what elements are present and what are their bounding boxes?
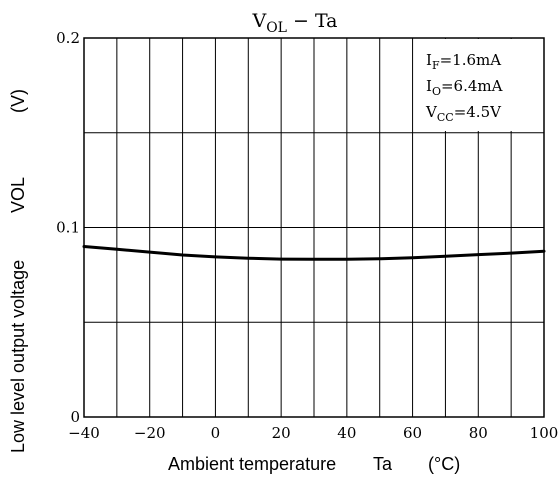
plot-frame: [83, 37, 545, 418]
x-axis-label: Ambient temperature Ta (°C): [168, 454, 460, 474]
condition-label: IO=6.4mA: [426, 77, 503, 98]
chart-title: VOL − Ta: [251, 10, 337, 36]
x-tick-label: −40: [68, 424, 100, 442]
x-tick-label: 100: [530, 424, 559, 442]
x-tick-label: −20: [134, 424, 166, 442]
condition-label: IF=1.6mA: [426, 51, 501, 72]
x-tick-label: 20: [272, 424, 291, 442]
y-tick-label: 0.2: [56, 29, 80, 47]
x-tick-label: 0: [211, 424, 221, 442]
x-tick-label: 40: [337, 424, 356, 442]
y-axis-label: Low level output voltageVOL(V): [8, 89, 28, 453]
x-tick-label: 60: [403, 424, 422, 442]
conditions-box: [420, 39, 543, 131]
x-tick-label: 80: [469, 424, 488, 442]
conditions-legend: IF=1.6mA IO=6.4mA VCC=4.5V: [425, 51, 503, 124]
y-tick-label: 0: [70, 408, 80, 426]
series-line: [82, 245, 546, 261]
condition-label: VCC=4.5V: [425, 103, 502, 124]
y-tick-label: 0.1: [56, 219, 80, 237]
